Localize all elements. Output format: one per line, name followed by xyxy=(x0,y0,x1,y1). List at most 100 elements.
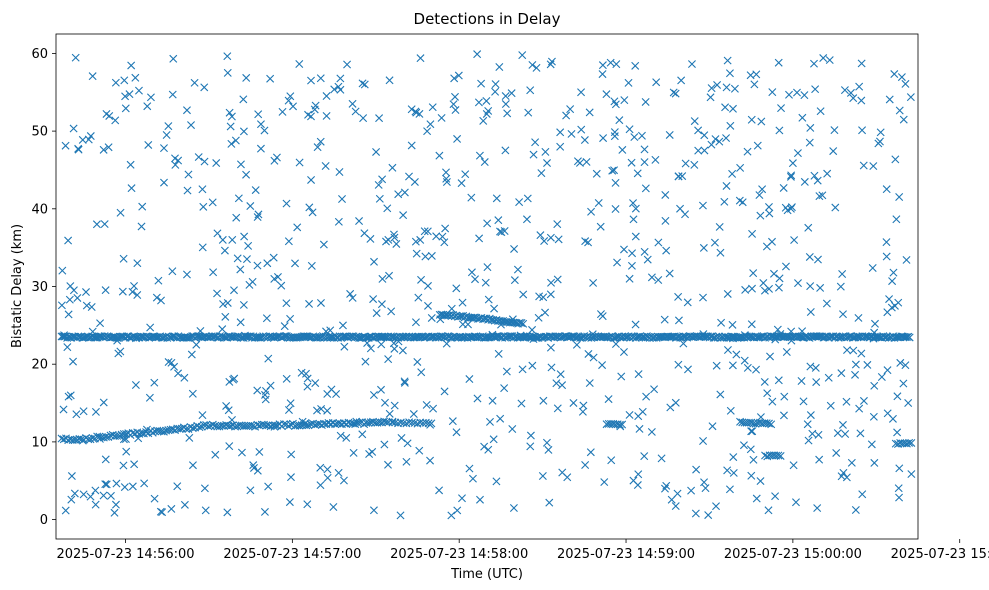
data-point-x-marker xyxy=(169,54,178,63)
data-point-x-marker xyxy=(78,135,87,144)
data-point-x-marker xyxy=(665,269,674,278)
data-point-x-marker xyxy=(786,172,795,181)
data-point-x-marker xyxy=(420,227,429,236)
data-point-x-marker xyxy=(890,70,899,79)
data-point-x-marker xyxy=(776,451,785,460)
data-point-x-marker xyxy=(249,461,258,470)
data-point-x-marker xyxy=(581,461,590,469)
data-point-x-marker xyxy=(316,74,325,83)
data-point-x-marker xyxy=(338,321,347,330)
data-point-x-marker xyxy=(552,379,561,388)
data-point-x-marker xyxy=(321,162,330,170)
data-point-x-marker xyxy=(823,169,832,178)
data-point-x-marker xyxy=(888,277,897,286)
data-point-x-marker xyxy=(101,455,110,464)
data-point-x-marker xyxy=(368,447,377,456)
data-point-x-marker xyxy=(458,494,466,503)
data-point-x-marker xyxy=(465,464,474,473)
data-point-x-marker xyxy=(768,88,777,97)
data-point-x-marker xyxy=(416,235,425,244)
data-point-x-marker xyxy=(150,494,159,503)
y-tick-label: 40 xyxy=(31,202,48,217)
data-point-x-marker xyxy=(488,330,497,339)
data-point-x-marker xyxy=(491,80,500,89)
data-point-x-marker xyxy=(877,373,886,381)
data-point-x-marker xyxy=(700,146,709,155)
data-point-x-marker xyxy=(518,365,527,374)
data-point-x-marker xyxy=(182,425,191,434)
data-point-x-marker xyxy=(893,428,902,437)
data-point-x-marker xyxy=(876,128,885,137)
data-point-x-marker xyxy=(661,216,670,225)
data-point-x-marker xyxy=(148,428,157,437)
data-point-x-marker xyxy=(112,479,121,488)
data-point-x-marker xyxy=(699,330,708,339)
data-point-x-marker xyxy=(814,430,823,439)
data-point-x-marker xyxy=(79,490,88,499)
data-point-x-marker xyxy=(577,88,586,97)
data-point-x-marker xyxy=(677,76,686,85)
data-point-x-marker xyxy=(532,63,541,72)
data-point-x-marker xyxy=(298,417,307,426)
data-point-x-marker xyxy=(240,331,249,340)
data-point-x-marker xyxy=(187,350,196,359)
data-point-x-marker xyxy=(282,199,291,208)
data-point-x-marker xyxy=(611,100,620,109)
data-point-x-marker xyxy=(273,272,282,281)
data-point-x-marker xyxy=(516,331,525,340)
data-point-x-marker xyxy=(427,251,436,260)
data-point-x-marker xyxy=(137,222,146,231)
data-point-x-marker xyxy=(253,386,262,395)
data-point-x-marker xyxy=(901,361,910,370)
data-point-x-marker xyxy=(707,140,716,149)
data-point-x-marker xyxy=(563,473,572,482)
data-point-x-marker xyxy=(441,224,450,233)
data-point-x-marker xyxy=(803,420,812,429)
data-point-x-marker xyxy=(415,109,424,118)
data-point-x-marker xyxy=(363,339,372,348)
data-point-x-marker xyxy=(316,298,325,307)
data-point-x-marker xyxy=(671,89,680,98)
data-point-x-marker xyxy=(88,327,97,336)
data-point-x-marker xyxy=(159,144,168,153)
data-point-x-marker xyxy=(409,410,418,419)
data-point-x-marker xyxy=(242,255,251,264)
data-point-x-marker xyxy=(728,320,737,329)
data-point-x-marker xyxy=(774,376,783,385)
data-point-x-marker xyxy=(740,356,749,365)
data-point-x-marker xyxy=(526,442,535,451)
data-point-x-marker xyxy=(311,101,320,110)
data-point-x-marker xyxy=(729,468,738,477)
data-point-x-marker xyxy=(335,168,344,176)
data-point-x-marker xyxy=(752,365,761,374)
data-point-x-marker xyxy=(743,363,752,372)
data-point-x-marker xyxy=(343,60,352,69)
data-point-x-marker xyxy=(851,505,860,514)
data-point-x-marker xyxy=(79,407,88,416)
data-point-x-marker xyxy=(200,83,209,92)
data-point-x-marker xyxy=(286,473,295,482)
data-point-x-marker xyxy=(610,128,619,137)
data-point-x-marker xyxy=(671,502,680,511)
data-point-x-marker xyxy=(237,448,246,457)
data-point-x-marker xyxy=(747,418,756,427)
data-point-x-marker xyxy=(777,104,786,113)
data-point-x-marker xyxy=(360,80,369,89)
data-point-x-marker xyxy=(223,298,232,307)
data-point-x-marker xyxy=(211,450,220,459)
data-point-x-marker xyxy=(815,192,824,201)
data-point-x-marker xyxy=(175,424,184,433)
data-point-x-marker xyxy=(351,107,360,116)
data-point-x-marker xyxy=(130,460,139,469)
data-point-x-marker xyxy=(384,460,392,469)
data-point-x-marker xyxy=(465,375,474,384)
data-point-x-marker xyxy=(723,345,732,354)
data-point-x-marker xyxy=(377,333,386,342)
data-point-x-marker xyxy=(95,434,104,443)
data-point-x-marker xyxy=(138,202,147,211)
data-point-x-marker xyxy=(674,292,683,301)
data-point-x-marker xyxy=(130,282,139,290)
data-point-x-marker xyxy=(223,68,232,77)
data-point-x-marker xyxy=(295,158,304,167)
data-point-x-marker xyxy=(330,85,339,94)
